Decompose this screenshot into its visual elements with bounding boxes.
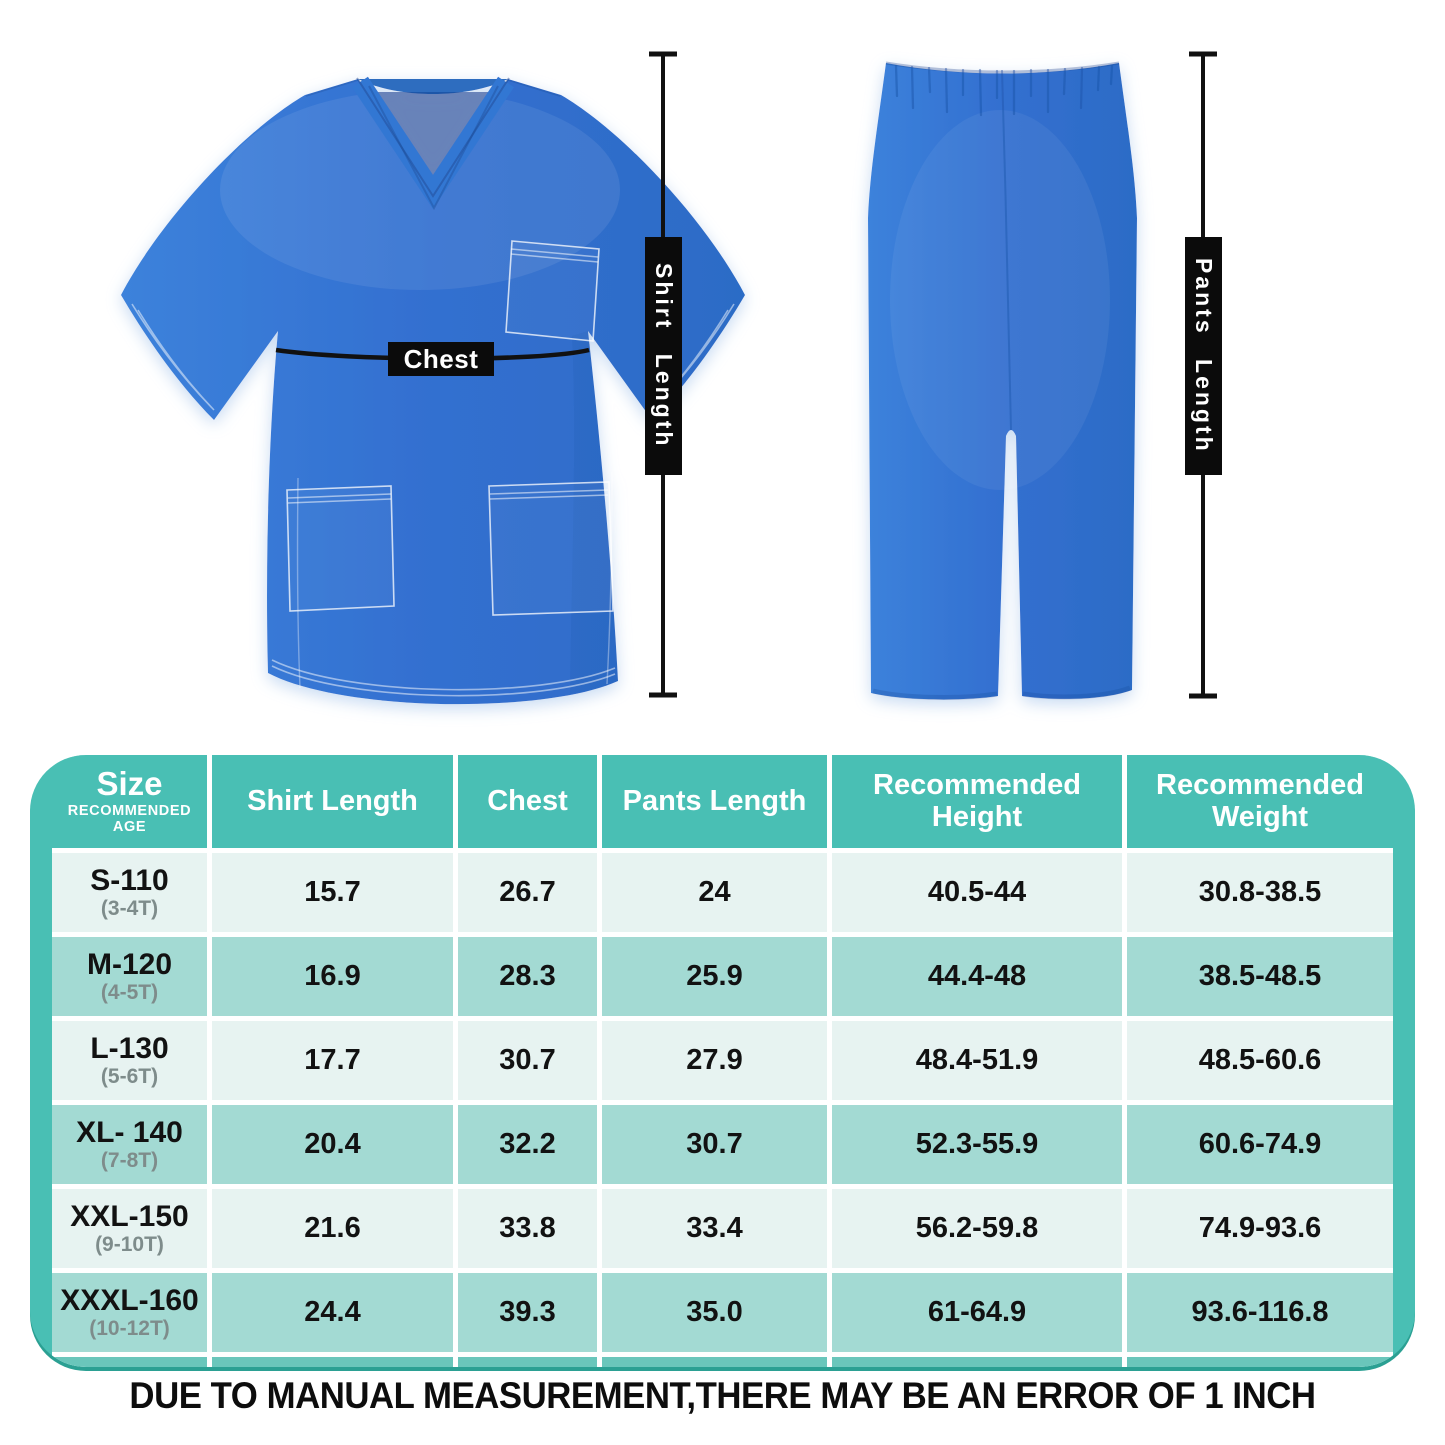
side-seam-stitching (296, 471, 613, 689)
size-age: (3-4T) (100, 896, 159, 920)
chest-cell: 33.8 (458, 1189, 597, 1268)
size-value: XXL-150 (70, 1200, 189, 1234)
weight-cell: 93.6-116.8 (1127, 1273, 1393, 1352)
table-bottom-edge (1127, 1357, 1393, 1367)
shirt-length-cell: 16.9 (212, 937, 453, 1016)
chest-cell: 30.7 (458, 1021, 597, 1100)
hem-shading (872, 685, 1131, 700)
weight-cell: 74.9-93.6 (1127, 1189, 1393, 1268)
column-header-recommended-height: Recommended Height (832, 755, 1122, 848)
size-age: (5-6T) (100, 1064, 159, 1088)
size-age: (9-10T) (95, 1232, 164, 1256)
chest-measure-label: Chest (388, 342, 494, 376)
pants-length-cell: 25.9 (602, 937, 827, 1016)
chest-cell: 28.3 (458, 937, 597, 1016)
pants-length-cell: 30.7 (602, 1105, 827, 1184)
size-value: M-120 (86, 948, 173, 982)
pants-length-cell: 27.9 (602, 1021, 827, 1100)
shirt-length-cell: 21.6 (212, 1189, 453, 1268)
height-cell: 52.3-55.9 (832, 1105, 1122, 1184)
shirt-length-cell: 20.4 (212, 1105, 453, 1184)
shoulder-seams (305, 79, 561, 97)
chest-cell: 39.3 (458, 1273, 597, 1352)
size-cell: S-110 (3-4T) (52, 853, 207, 932)
table-bottom-edge (458, 1357, 597, 1367)
size-header-subtitle: RECOMMENDED AGE (67, 803, 192, 835)
scrub-top-illustration (121, 76, 745, 705)
collar-inner-seam (368, 85, 499, 211)
pants-length-cell: 35.0 (602, 1273, 827, 1352)
size-value: XL- 140 (76, 1116, 183, 1150)
waistband-gathers (894, 64, 1114, 117)
collar-outer-seam (356, 77, 510, 198)
height-cell: 56.2-59.8 (832, 1189, 1122, 1268)
left-pocket (286, 485, 395, 612)
weight-cell: 38.5-48.5 (1127, 937, 1393, 1016)
size-table-grid: Size RECOMMENDED AGE Shirt Length Chest … (52, 755, 1393, 1367)
weight-cell: 48.5-60.6 (1127, 1021, 1393, 1100)
pants-length-cell: 33.4 (602, 1189, 827, 1268)
size-cell: XL- 140 (7-8T) (52, 1105, 207, 1184)
weight-cell: 60.6-74.9 (1127, 1105, 1393, 1184)
neck-inner-shadow (375, 92, 491, 184)
size-table: Size RECOMMENDED AGE Shirt Length Chest … (30, 755, 1415, 1367)
size-age: (7-8T) (100, 1148, 159, 1172)
height-cell: 61-64.9 (832, 1273, 1122, 1352)
hem-stitching (271, 659, 616, 697)
column-header-pants-length: Pants Length (602, 755, 827, 848)
shirt-length-cell: 24.4 (212, 1273, 453, 1352)
column-header-chest: Chest (458, 755, 597, 848)
chest-cell: 32.2 (458, 1105, 597, 1184)
chest-cell: 26.7 (458, 853, 597, 932)
size-value: S-110 (90, 864, 169, 898)
column-header-recommended-weight: Recommended Weight (1127, 755, 1393, 848)
table-bottom-edge (602, 1357, 827, 1367)
neck-back-panel (358, 79, 508, 94)
shirt-length-cell: 17.7 (212, 1021, 453, 1100)
center-seam (1001, 69, 1012, 431)
table-bottom-edge (832, 1357, 1122, 1367)
size-value: XXXL-160 (60, 1284, 199, 1318)
right-pocket (488, 481, 614, 616)
table-bottom-edge (212, 1357, 453, 1367)
table-bottom-edge (52, 1357, 207, 1367)
shirt-length-measure-label: Shirt Length (645, 237, 682, 475)
size-age: (10-12T) (89, 1316, 170, 1340)
shirt-length-cell: 15.7 (212, 853, 453, 932)
disclaimer-text: DUE TO MANUAL MEASUREMENT,THERE MAY BE A… (129, 1375, 1316, 1416)
size-cell: L-130 (5-6T) (52, 1021, 207, 1100)
measurement-diagram (121, 51, 1217, 705)
column-header-size: Size RECOMMENDED AGE (52, 755, 207, 848)
size-cell: XXL-150 (9-10T) (52, 1189, 207, 1268)
fabric-highlight (220, 90, 620, 290)
height-cell: 44.4-48 (832, 937, 1122, 1016)
size-cell: M-120 (4-5T) (52, 937, 207, 1016)
scrub-pants-illustration (868, 61, 1137, 700)
cuff-stitching (131, 303, 735, 411)
chest-pocket (505, 240, 600, 342)
pants-length-measure-label: Pants Length (1185, 237, 1222, 475)
height-cell: 40.5-44 (832, 853, 1122, 932)
column-header-shirt-length: Shirt Length (212, 755, 453, 848)
size-header-title: Size (96, 765, 163, 803)
pants-length-cell: 24 (602, 853, 827, 932)
weight-cell: 30.8-38.5 (1127, 853, 1393, 932)
height-cell: 48.4-51.9 (832, 1021, 1122, 1100)
pants-highlight (890, 110, 1110, 490)
size-value: L-130 (90, 1032, 169, 1066)
size-age: (4-5T) (100, 980, 159, 1004)
size-cell: XXXL-160 (10-12T) (52, 1273, 207, 1352)
